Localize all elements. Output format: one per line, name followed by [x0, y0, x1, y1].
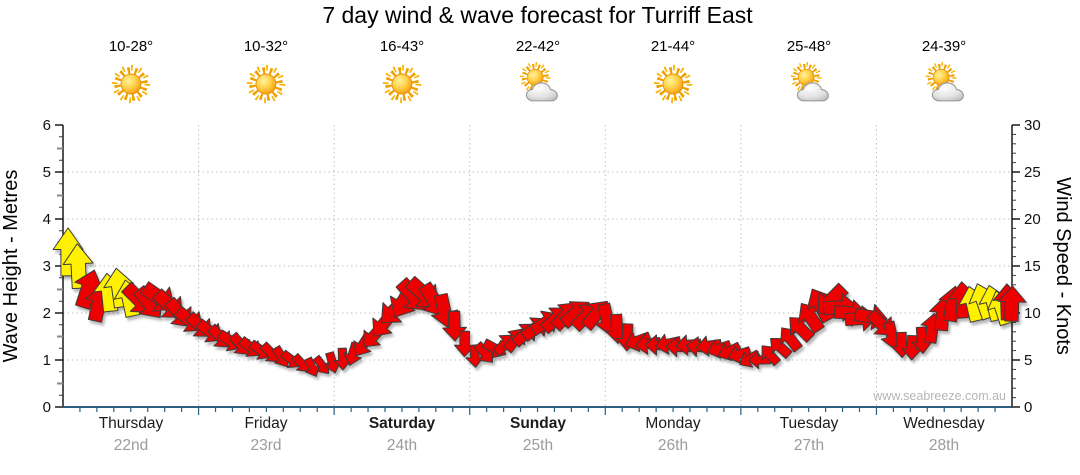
- day-header-5: 25-48°: [741, 38, 877, 112]
- day-header-1: 10-32°: [198, 38, 334, 112]
- right-tick-label: 25: [1024, 164, 1041, 181]
- day-date: 28th: [928, 437, 960, 454]
- day-header-0: 10-28°: [63, 38, 199, 112]
- day-date: 23rd: [250, 437, 282, 454]
- right-axis-title: Wind Speed - Knots: [1052, 177, 1074, 355]
- left-tick-label: 1: [43, 352, 51, 369]
- right-tick-label: 30: [1024, 117, 1041, 134]
- x-label-0: Thursday 22nd: [63, 414, 199, 456]
- temp-range-label: 25-48°: [786, 38, 832, 55]
- day-header-6: 24-39°: [876, 38, 1012, 112]
- day-name: Thursday: [98, 415, 164, 432]
- left-tick-label: 5: [43, 164, 51, 181]
- day-date: 27th: [793, 437, 825, 454]
- left-tick-label: 6: [43, 117, 51, 134]
- left-axis-title: Wave Height - Metres: [0, 170, 22, 363]
- day-date: 24th: [386, 437, 418, 454]
- left-tick-label: 3: [43, 258, 51, 275]
- left-tick-label: 2: [43, 305, 51, 322]
- right-tick-label: 10: [1024, 305, 1041, 322]
- temp-range-label: 22-42°: [515, 38, 561, 55]
- temp-range-label: 10-32°: [243, 38, 289, 55]
- wind-arrow: [997, 285, 1027, 322]
- temp-range-label: 10-28°: [108, 38, 154, 55]
- day-date: 26th: [657, 437, 689, 454]
- day-name: Monday: [645, 415, 701, 432]
- x-label-3: Sunday 25th: [470, 414, 606, 456]
- day-date: 22nd: [113, 437, 149, 454]
- day-name: Sunday: [510, 415, 566, 432]
- day-name: Friday: [244, 415, 288, 432]
- day-name: Tuesday: [779, 415, 839, 432]
- x-label-5: Tuesday 27th: [741, 414, 877, 456]
- x-label-2: Saturday 24th: [334, 414, 470, 456]
- right-tick-label: 0: [1024, 399, 1032, 416]
- day-name: Saturday: [368, 415, 436, 432]
- wind-arrow-series: [52, 227, 1027, 377]
- temp-range-label: 16-43°: [379, 38, 425, 55]
- day-header-2: 16-43°: [334, 38, 470, 112]
- x-label-4: Monday 26th: [605, 414, 741, 456]
- day-name: Wednesday: [903, 415, 985, 432]
- day-header-3: 22-42°: [470, 38, 606, 112]
- right-tick-label: 5: [1024, 352, 1032, 369]
- temp-range-label: 24-39°: [921, 38, 967, 55]
- x-label-6: Wednesday 28th: [876, 414, 1012, 456]
- watermark: www.seabreeze.com.au: [872, 389, 1006, 403]
- temp-range-label: 21-44°: [650, 38, 696, 55]
- day-header-4: 21-44°: [605, 38, 741, 112]
- right-tick-label: 15: [1024, 258, 1041, 275]
- chart-title: 7 day wind & wave forecast for Turriff E…: [322, 2, 753, 28]
- right-tick-label: 20: [1024, 211, 1041, 228]
- left-tick-label: 4: [43, 211, 51, 228]
- day-date: 25th: [522, 437, 554, 454]
- x-label-1: Friday 23rd: [198, 414, 334, 456]
- left-tick-label: 0: [43, 399, 51, 416]
